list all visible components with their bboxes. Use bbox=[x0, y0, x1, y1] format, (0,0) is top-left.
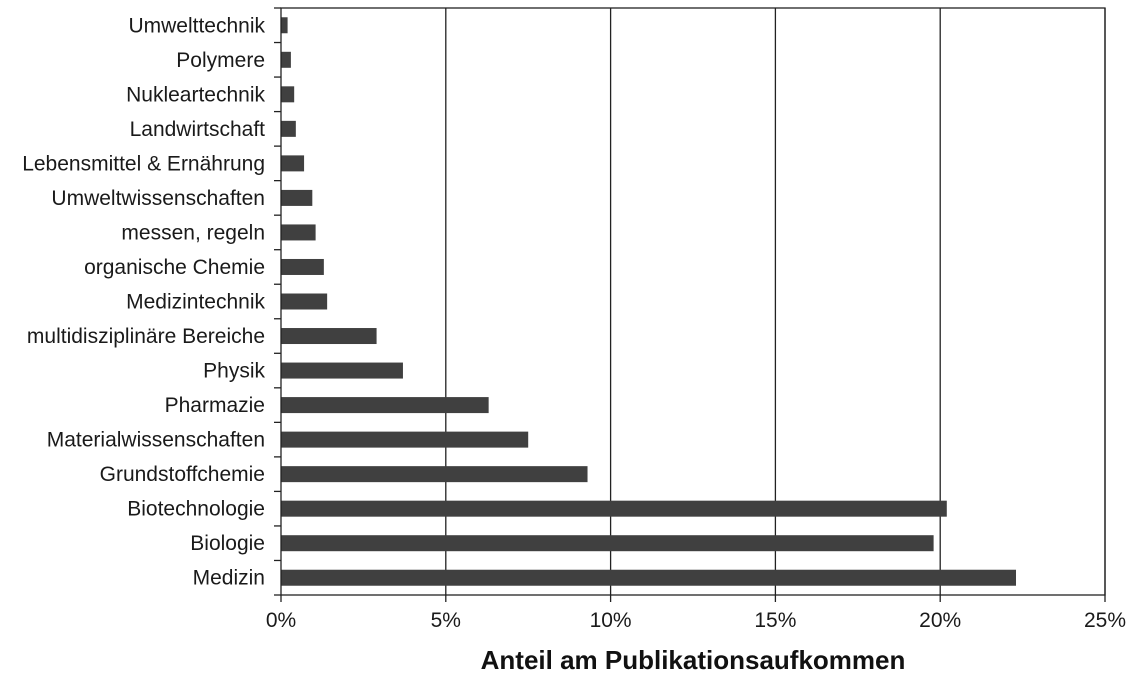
bar bbox=[281, 535, 934, 552]
y-tick-label: Grundstoffchemie bbox=[100, 463, 265, 486]
y-tick-label: Lebensmittel & Ernährung bbox=[22, 152, 265, 175]
bar bbox=[281, 224, 316, 241]
plot-frame bbox=[280, 7, 1106, 596]
bar bbox=[281, 500, 947, 517]
y-tick-label: Materialwissenschaften bbox=[47, 429, 265, 452]
x-tick-label: 15% bbox=[754, 609, 796, 632]
y-tick-label: Landwirtschaft bbox=[130, 118, 266, 141]
x-tick-label: 5% bbox=[431, 609, 461, 632]
bar bbox=[281, 17, 288, 34]
bars bbox=[281, 17, 1017, 586]
bar bbox=[281, 328, 377, 345]
bar bbox=[281, 155, 305, 172]
axes bbox=[274, 7, 1106, 602]
y-tick-label: organische Chemie bbox=[84, 256, 265, 279]
y-tick-label: Pharmazie bbox=[165, 394, 265, 417]
x-axis-title: Anteil am Publikationsaufkommen bbox=[481, 645, 906, 675]
y-tick-label: multidisziplinäre Bereiche bbox=[27, 325, 265, 348]
bar bbox=[281, 86, 295, 103]
bar bbox=[281, 120, 296, 137]
y-tick-label: Medizintechnik bbox=[126, 291, 265, 314]
x-tick-label: 10% bbox=[590, 609, 632, 632]
y-tick-label: Medizin bbox=[193, 567, 265, 590]
x-tick-label: 20% bbox=[919, 609, 961, 632]
bar bbox=[281, 397, 489, 414]
x-tick-label: 0% bbox=[266, 609, 296, 632]
x-tick-label: 25% bbox=[1084, 609, 1126, 632]
y-tick-label: Umweltwissenschaften bbox=[51, 187, 265, 210]
bar bbox=[281, 293, 328, 310]
y-tick-label: Nukleartechnik bbox=[126, 83, 265, 106]
bar bbox=[281, 362, 403, 379]
y-tick-label: Polymere bbox=[176, 49, 265, 72]
y-tick-label: Umwelttechnik bbox=[128, 14, 265, 37]
bar bbox=[281, 258, 324, 275]
y-tick-labels: Umwelttechnik Polymere Nukleartechnik Landw… bbox=[22, 14, 265, 589]
x-tick-labels: 0% 5% 10% 15% 20% 25% bbox=[266, 609, 1126, 632]
y-tick-label: messen, regeln bbox=[121, 221, 265, 244]
y-tick-label: Physik bbox=[203, 360, 265, 383]
bar bbox=[281, 431, 529, 448]
bar bbox=[281, 51, 291, 68]
y-tick-label: Biotechnologie bbox=[127, 498, 265, 521]
bar bbox=[281, 466, 588, 483]
y-tick-label: Biologie bbox=[190, 532, 265, 555]
bar bbox=[281, 189, 313, 206]
bar bbox=[281, 569, 1017, 586]
